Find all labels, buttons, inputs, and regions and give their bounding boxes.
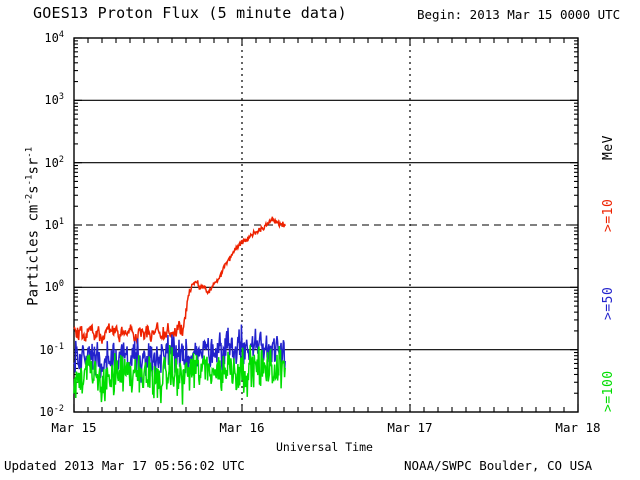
y-tick-label: 10-2: [39, 404, 64, 419]
data-source-label: NOAA/SWPC Boulder, CO USA: [404, 458, 593, 473]
updated-timestamp: Updated 2013 Mar 17 05:56:02 UTC: [4, 458, 245, 473]
x-tick-label-mar-17: Mar 17: [387, 420, 433, 435]
y-tick-label: 104: [44, 30, 64, 45]
begin-time-label: Begin: 2013 Mar 15 0000 UTC: [417, 7, 621, 22]
page-title: GOES13 Proton Flux (5 minute data): [33, 4, 347, 22]
y-tick-label: 103: [44, 92, 64, 108]
y-tick-label: 100: [44, 279, 64, 295]
y-tick-label: 10-1: [39, 341, 64, 357]
series-line--10-mev: [73, 216, 286, 346]
x-tick-label-mar-15: Mar 15: [51, 420, 97, 435]
x-tick-label-mar-18: Mar 18: [555, 420, 601, 435]
series-line--100-mev: [73, 344, 286, 405]
legend-item-ge-10: >=10: [601, 198, 616, 232]
x-tick-label-mar-16: Mar 16: [219, 420, 265, 435]
legend-unit-mev: MeV: [601, 135, 616, 160]
legend-item-ge-50: >=50: [601, 286, 616, 320]
x-axis-title: Universal Time: [276, 440, 373, 454]
y-tick-label: 101: [44, 217, 64, 232]
y-tick-label: 102: [44, 154, 64, 170]
legend-item-ge-100: >=100: [601, 370, 616, 412]
